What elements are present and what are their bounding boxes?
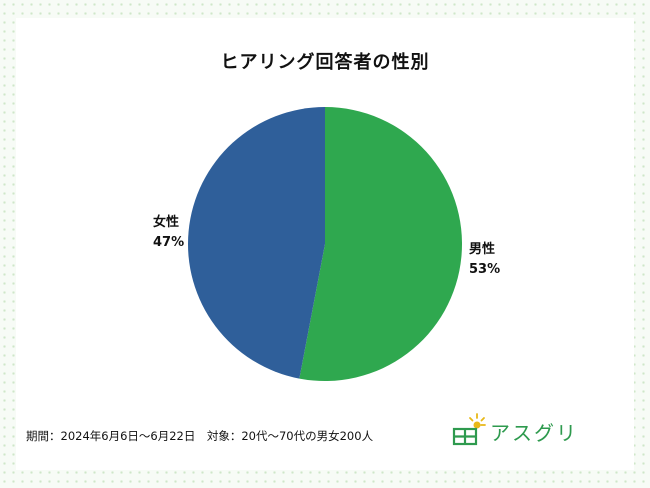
chart-title: ヒアリング回答者の性別: [220, 52, 430, 73]
slice-percent-female: 47%: [153, 235, 185, 250]
brand-name: アスグリ: [490, 421, 578, 445]
brand-logo: アスグリ: [450, 410, 630, 450]
slice-percent-male: 53%: [469, 262, 501, 277]
slice-label-male: 男性 53%: [469, 240, 500, 280]
survey-period-note: 期間：2024年6月6日〜6月22日 対象：20代〜70代の男女200人: [26, 429, 374, 443]
slice-label-female: 女性 47%: [153, 213, 184, 253]
pie-slice-male: [299, 107, 463, 381]
slice-name-male: 男性: [469, 242, 496, 257]
chart-card: ヒアリング回答者の性別 男性 53% 女性 47% 期間：2024年6月6日〜6…: [16, 18, 634, 470]
pie-chart: [188, 107, 463, 381]
slice-name-female: 女性: [153, 215, 180, 230]
pie-slice-female: [188, 107, 325, 379]
house-sun-icon: [452, 413, 486, 446]
